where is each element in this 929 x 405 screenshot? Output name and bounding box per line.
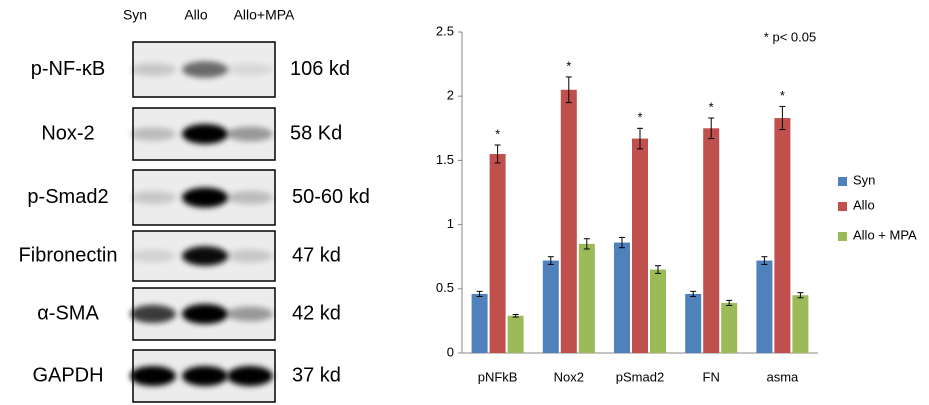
blot-band [130,127,176,141]
legend-swatch [838,232,847,241]
blot-band [182,366,228,386]
blot-band [182,61,228,78]
significance-mark: * [495,126,500,141]
bar [756,260,773,353]
bar [560,89,577,353]
blot-band [130,305,176,323]
x-tick-label: asma [767,369,800,384]
bar [489,153,506,353]
y-tick-label: 0.5 [436,280,454,295]
significance-mark: * [566,58,571,73]
x-tick-label: pNFkB [478,369,518,384]
protein-label: α-SMA [37,302,99,324]
y-tick-label: 2 [447,88,454,103]
significance-note: * p< 0.05 [764,29,816,44]
error-bar [761,256,768,265]
y-tick-label: 0 [447,344,454,359]
x-tick-label: Nox2 [554,369,584,384]
error-bar [583,238,590,250]
blot-band [130,366,176,386]
blot-band [182,124,228,144]
error-bar [655,265,661,274]
blot-band [227,190,273,205]
blot-band [227,366,273,386]
lane-label: Allo [184,7,208,23]
blot-band [227,126,273,142]
error-bar [690,290,697,298]
lane-label: Syn [123,7,147,23]
error-bar [726,299,733,306]
protein-label: Nox-2 [41,122,94,144]
legend-label: Allo [853,197,875,212]
x-tick-label: pSmad2 [616,369,664,384]
bar [542,260,559,353]
bar [774,118,791,353]
blot-band [130,62,176,77]
blot-band [227,249,273,263]
legend-swatch [838,202,847,211]
bar [632,138,648,353]
blot-band [182,304,228,324]
error-bar [565,76,572,104]
bar [578,243,595,353]
bar [650,269,666,353]
blot-band [130,249,176,263]
bar [721,302,738,353]
error-bar [797,292,804,299]
protein-label: p-NF-κB [31,58,105,80]
y-tick-label: 1 [447,216,454,231]
blot-band [182,187,228,208]
blot-band [182,246,228,266]
error-bar [547,256,554,265]
blot-band [227,63,273,76]
bar [614,242,630,353]
size-label: 50-60 kd [292,186,370,208]
bar [471,293,488,353]
y-tick-label: 1.5 [436,152,454,167]
bar [703,128,720,353]
protein-label: GAPDH [32,364,103,386]
size-label: 42 kd [292,302,341,324]
significance-mark: * [709,99,714,114]
y-tick-label: 2.5 [436,23,454,38]
legend-label: Allo + MPA [853,227,917,242]
error-bar [637,127,643,150]
size-label: 47 kd [292,244,341,266]
size-label: 106 kd [290,58,350,80]
bar [792,295,809,353]
bar [507,315,524,353]
blot-band [130,190,176,205]
error-bar [619,236,625,249]
significance-mark: * [637,110,642,125]
x-tick-label: FN [703,369,720,384]
legend-swatch [838,177,847,186]
error-bar [708,117,715,140]
size-label: 37 kd [292,364,341,386]
protein-label: p-Smad2 [27,186,108,208]
error-bar [494,144,501,164]
lane-label: Allo+MPA [234,7,295,23]
error-bar [779,105,786,131]
bar [685,293,702,353]
legend-label: Syn [853,172,875,187]
significance-mark: * [780,88,785,103]
size-label: 58 Kd [290,122,342,144]
blot-band [227,306,273,322]
error-bar [512,313,519,318]
error-bar [476,290,483,298]
protein-label: Fibronectin [19,244,118,266]
